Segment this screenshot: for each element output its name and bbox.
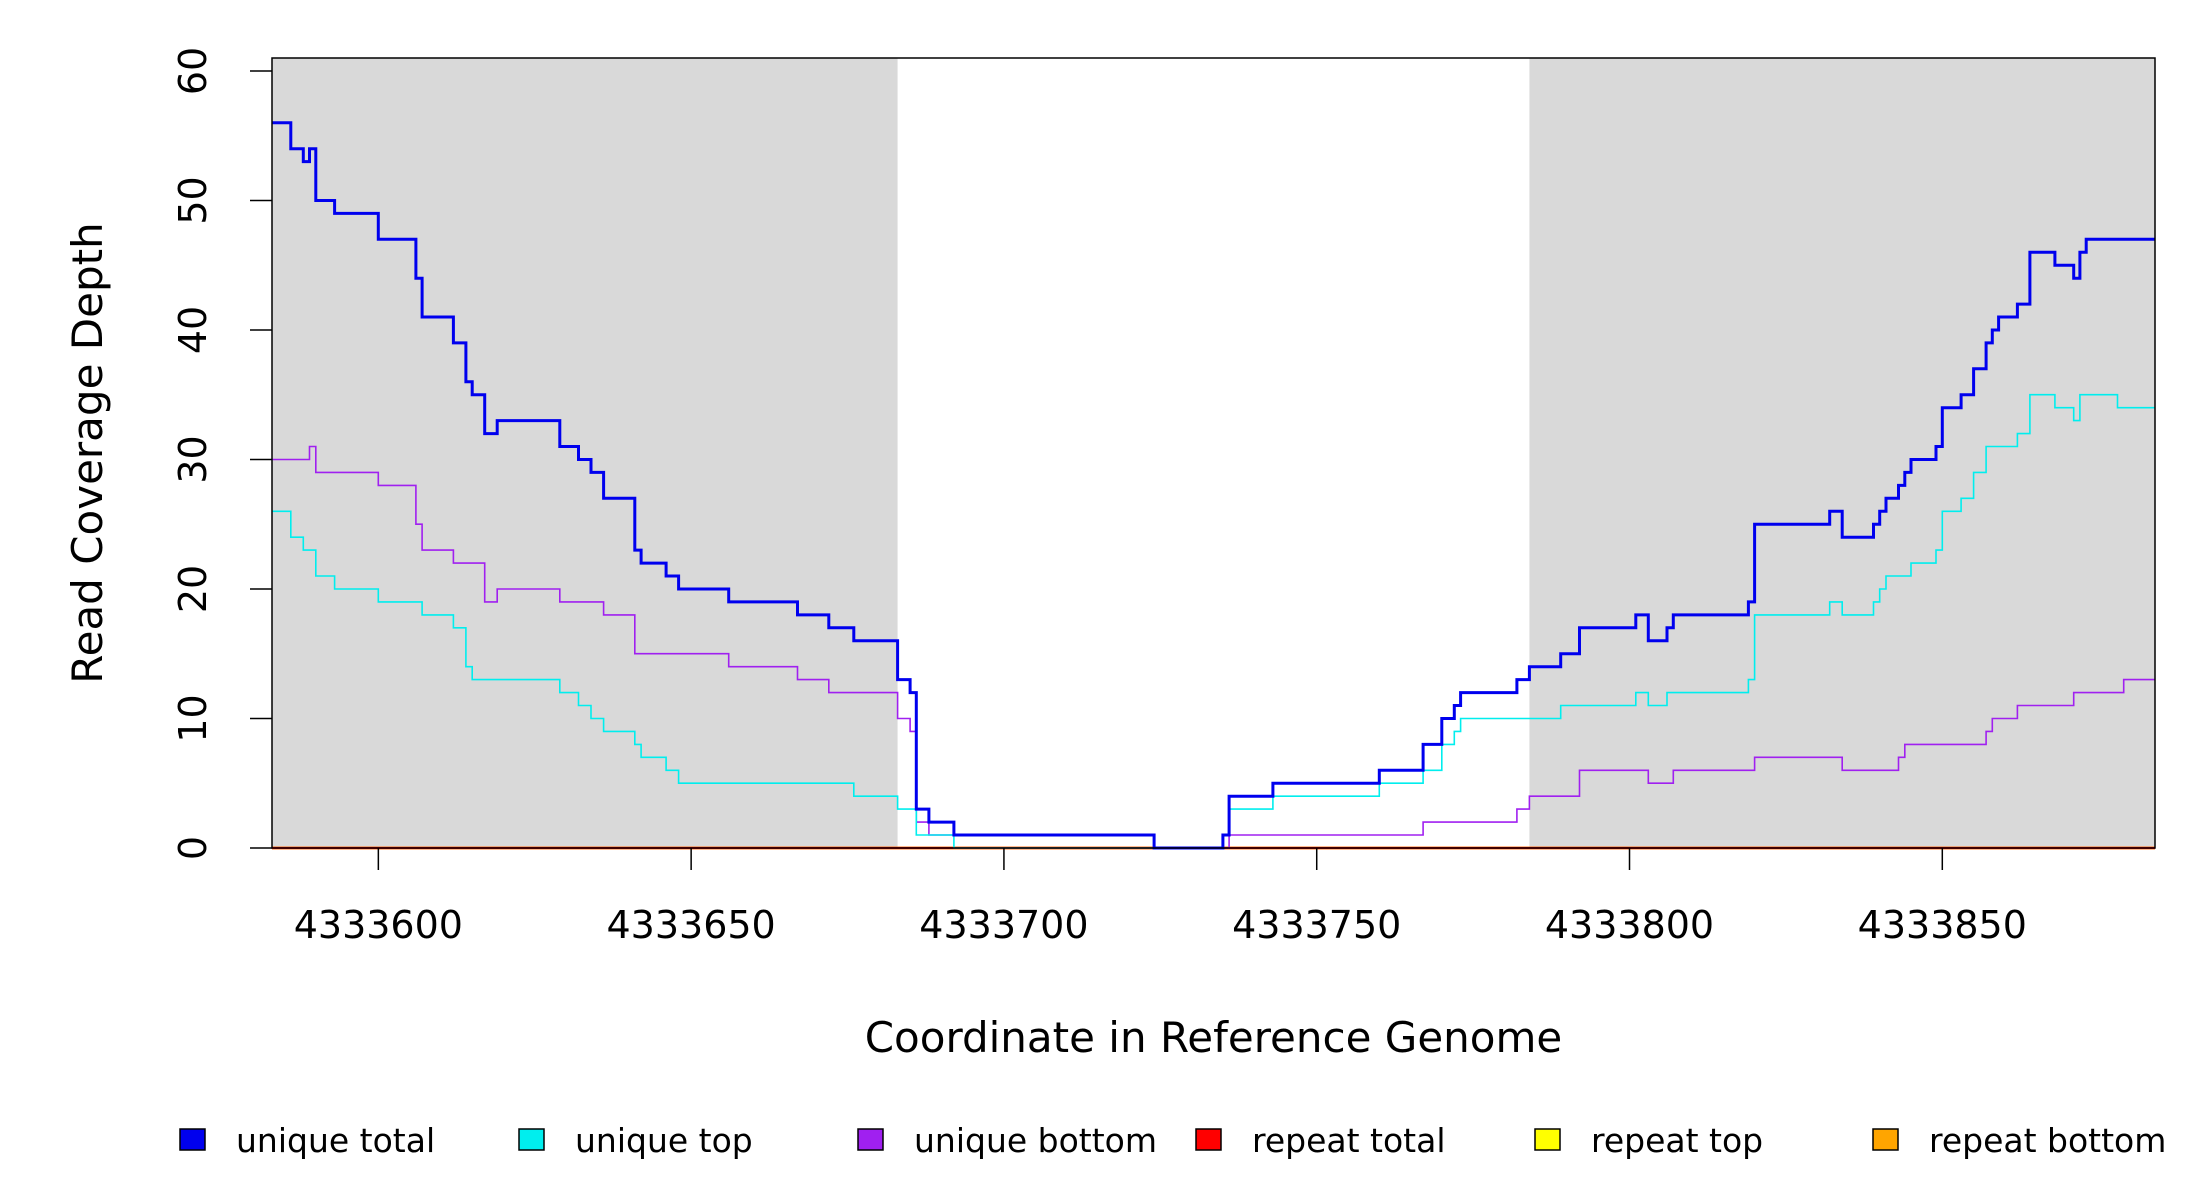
legend-swatch xyxy=(179,1128,206,1151)
plot-frame xyxy=(271,57,2156,849)
x-tick-label: 4333650 xyxy=(607,903,776,947)
series-line-unique-total xyxy=(272,121,2155,850)
y-axis: 0 10 20 30 40 50 60 xyxy=(171,47,272,860)
legend-swatch xyxy=(857,1128,884,1151)
legend-item-unique-bottom: unique bottom xyxy=(857,1121,1157,1160)
x-tick-label: 4333700 xyxy=(919,903,1088,947)
x-tick-label: 4333600 xyxy=(294,903,463,947)
shaded-region-1 xyxy=(272,58,898,848)
y-tick-label: 40 xyxy=(171,306,215,354)
legend-label: unique top xyxy=(575,1121,753,1160)
y-tick-label: 60 xyxy=(171,47,215,95)
x-axis-title: Coordinate in Reference Genome xyxy=(865,1013,1563,1062)
y-tick-label: 20 xyxy=(171,565,215,613)
legend-label: unique bottom xyxy=(914,1121,1157,1160)
legend-item-repeat-top: repeat top xyxy=(1534,1121,1763,1160)
legend-label: repeat total xyxy=(1252,1121,1446,1160)
x-tick-label: 4333850 xyxy=(1858,903,2027,947)
legend-item-repeat-bottom: repeat bottom xyxy=(1872,1121,2166,1160)
y-tick-label: 10 xyxy=(171,694,215,742)
legend-item-unique-top: unique top xyxy=(518,1121,753,1160)
y-axis-title: Read Coverage Depth xyxy=(63,222,112,683)
shaded-regions xyxy=(272,58,2155,848)
legend-swatch xyxy=(518,1128,545,1151)
legend-label: repeat top xyxy=(1591,1121,1763,1160)
y-tick-label: 0 xyxy=(171,836,215,860)
x-tick-label: 4333800 xyxy=(1545,903,1714,947)
x-tick-label: 4333750 xyxy=(1232,903,1401,947)
legend-item-unique-total: unique total xyxy=(179,1121,435,1160)
x-axis: 4333600 4333650 4333700 4333750 4333800 43338… xyxy=(294,848,2027,947)
y-tick-label: 50 xyxy=(171,176,215,224)
y-tick-label: 30 xyxy=(171,435,215,483)
legend: unique total unique top unique bottom repea… xyxy=(179,1121,2166,1160)
legend-item-repeat-total: repeat total xyxy=(1195,1121,1446,1160)
legend-label: repeat bottom xyxy=(1929,1121,2166,1160)
legend-label: unique total xyxy=(236,1121,435,1160)
legend-swatch xyxy=(1534,1128,1561,1151)
shaded-region-2 xyxy=(1529,58,2155,848)
legend-swatch xyxy=(1195,1128,1222,1151)
legend-swatch xyxy=(1872,1128,1899,1151)
